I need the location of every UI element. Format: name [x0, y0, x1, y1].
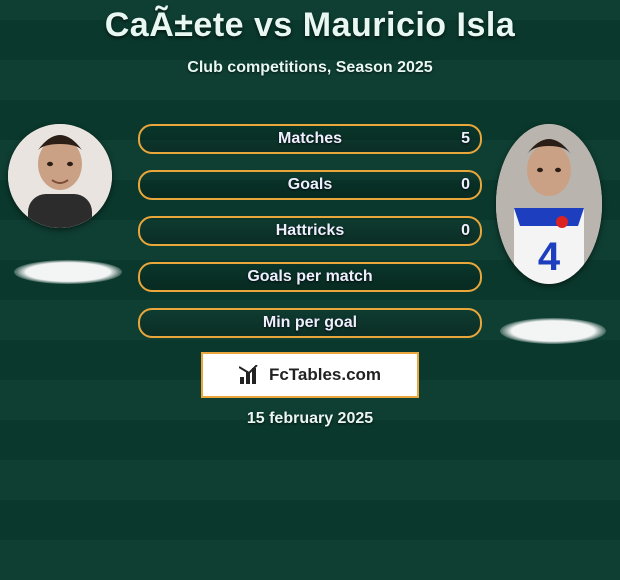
page-title: CaÃ±ete vs Mauricio Isla: [0, 0, 620, 45]
player-left-avatar: [8, 124, 112, 228]
stat-row-goals: Goals 0: [138, 170, 482, 200]
date-label: 15 february 2025: [0, 410, 620, 428]
stat-label: Min per goal: [138, 308, 482, 338]
brand-box: FcTables.com: [201, 352, 419, 398]
player-left-shadow: [14, 260, 122, 284]
stat-right-value: 5: [461, 124, 470, 154]
player-right: 4: [496, 124, 602, 284]
player-right-avatar: 4: [496, 124, 602, 284]
stat-row-min-per-goal: Min per goal: [138, 308, 482, 338]
stat-row-goals-per-match: Goals per match: [138, 262, 482, 292]
stat-row-matches: Matches 5: [138, 124, 482, 154]
player-right-shadow: [500, 318, 606, 344]
person-icon: 4: [496, 124, 602, 284]
stat-right-value: 0: [461, 216, 470, 246]
page-subtitle: Club competitions, Season 2025: [0, 59, 620, 77]
player-left: [8, 124, 112, 228]
stat-row-hattricks: Hattricks 0: [138, 216, 482, 246]
stat-label: Goals per match: [138, 262, 482, 292]
stat-rows: Matches 5 Goals 0 Hattricks 0 Goals per …: [138, 124, 482, 354]
stat-label: Matches: [138, 124, 482, 154]
stat-right-value: 0: [461, 170, 470, 200]
stat-label: Hattricks: [138, 216, 482, 246]
bar-chart-icon: [239, 365, 263, 385]
person-icon: [8, 124, 112, 228]
comparison-infographic: CaÃ±ete vs Mauricio Isla Club competitio…: [0, 0, 620, 580]
svg-text:4: 4: [538, 235, 561, 279]
stat-label: Goals: [138, 170, 482, 200]
brand-label: FcTables.com: [269, 365, 381, 385]
